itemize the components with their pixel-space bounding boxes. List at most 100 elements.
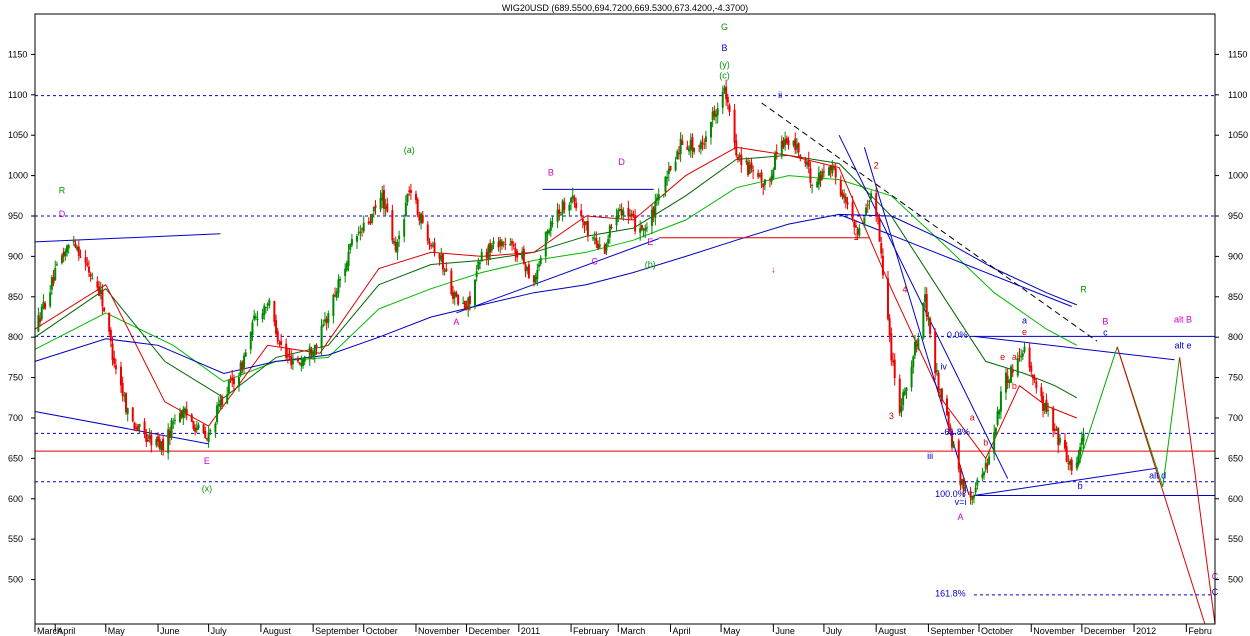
- price-bar-body: [1016, 357, 1019, 376]
- price-bar-body: [745, 160, 748, 163]
- price-bar-body: [468, 295, 471, 304]
- price-bar-body: [910, 366, 913, 388]
- price-bar-body: [430, 244, 433, 247]
- x-tick-label: November: [418, 626, 460, 636]
- price-bar-body: [357, 232, 360, 234]
- price-bar-body: [1047, 409, 1050, 411]
- price-bar-body: [736, 156, 739, 160]
- price-bar-body: [157, 436, 160, 442]
- price-bar-body: [145, 433, 148, 442]
- price-bar-body: [949, 426, 952, 429]
- price-bar-body: [334, 295, 337, 297]
- price-bar-body: [303, 356, 306, 362]
- price-bar-body: [617, 210, 620, 219]
- price-bar-body: [951, 430, 954, 448]
- price-bar-body: [263, 305, 266, 316]
- price-bar-body: [337, 279, 340, 294]
- price-bar-body: [563, 202, 566, 210]
- y-tick-label-right: 900: [1228, 251, 1243, 261]
- price-bar-body: [878, 218, 881, 242]
- y-tick-label-left: 1150: [8, 49, 27, 59]
- x-tick-label: July: [826, 626, 843, 636]
- price-bar-body: [382, 190, 385, 209]
- price-bar-body: [558, 209, 561, 214]
- price-bar-body: [669, 165, 672, 171]
- wave-label: c: [1103, 328, 1108, 338]
- price-bar-body: [204, 430, 207, 439]
- price-bar-body: [657, 194, 660, 201]
- horizontal-level-lines: [35, 95, 1215, 596]
- price-bar-body: [121, 382, 124, 397]
- price-bar-body: [291, 360, 294, 364]
- price-bar-body: [339, 278, 342, 281]
- wave-label: C: [591, 256, 598, 266]
- price-bar-body: [770, 175, 773, 182]
- y-tick-label-right: 650: [1228, 453, 1243, 463]
- price-bar-body: [922, 302, 925, 339]
- price-bar-body: [244, 352, 247, 357]
- price-bar-body: [1058, 438, 1061, 443]
- price-bar-body: [905, 387, 908, 392]
- x-tick-label: February: [573, 626, 610, 636]
- x-tick-label: June: [775, 626, 795, 636]
- price-bar-body: [84, 257, 87, 263]
- price-bar-body: [241, 361, 244, 370]
- price-bar-body: [834, 168, 837, 178]
- price-bar-body: [521, 251, 524, 259]
- wave-label: b: [983, 437, 988, 447]
- price-bar-body: [693, 148, 696, 153]
- price-bar-body: [76, 247, 79, 250]
- price-bar-body: [473, 279, 476, 306]
- chart-title: WIG20USD (689.5500,694.7200,669.5300,673…: [502, 3, 748, 13]
- x-tick-label: March: [620, 626, 645, 636]
- price-bar-body: [597, 243, 600, 249]
- price-bar-body: [119, 366, 122, 386]
- price-bar-body: [593, 238, 596, 240]
- wave-label: 0.0%: [947, 330, 968, 340]
- price-bar-body: [1055, 428, 1058, 431]
- price-bar-body: [583, 221, 586, 226]
- price-bar-body: [937, 372, 940, 391]
- wave-label: (a): [404, 145, 415, 155]
- price-bar-body: [1043, 402, 1046, 411]
- price-bar-body: [155, 439, 158, 446]
- price-bar-body: [465, 306, 468, 309]
- price-bar-body: [266, 303, 269, 306]
- price-bar-body: [40, 306, 43, 320]
- price-bar-body: [929, 318, 932, 334]
- price-bar-body: [595, 237, 598, 245]
- price-bar-body: [54, 268, 57, 281]
- x-tick-label: October: [981, 626, 1013, 636]
- price-bar-body: [37, 315, 40, 332]
- price-bar-body: [539, 257, 542, 264]
- price-bar-body: [209, 429, 212, 432]
- price-bar-body: [709, 121, 712, 138]
- price-bar-body: [492, 241, 495, 244]
- price-bar-body: [632, 213, 635, 217]
- price-bar-body: [686, 146, 689, 150]
- price-bar-body: [534, 276, 537, 283]
- y-tick-label-left: 1050: [8, 130, 28, 140]
- price-bar-body: [499, 239, 502, 246]
- price-bar-body: [512, 244, 515, 247]
- price-bar-body: [915, 344, 918, 346]
- wave-label: B: [548, 168, 554, 178]
- price-bar-body: [66, 245, 69, 253]
- price-bar-body: [603, 244, 606, 254]
- price-bar-body: [598, 244, 601, 248]
- price-bar-body: [733, 109, 736, 143]
- price-bar-body: [1006, 375, 1009, 383]
- price-bar-body: [173, 420, 176, 422]
- price-bar-body: [455, 293, 458, 297]
- price-bar-body: [986, 464, 989, 467]
- wave-label: (y): [719, 59, 730, 69]
- price-bar-body: [167, 429, 170, 454]
- price-bar-body: [1052, 407, 1055, 431]
- price-bar-body: [549, 221, 552, 231]
- price-bar-body: [787, 140, 790, 146]
- price-bar-body: [426, 224, 429, 241]
- price-bar-body: [811, 184, 814, 186]
- price-bar-body: [249, 332, 252, 350]
- price-bar-body: [1004, 372, 1007, 393]
- price-bar-body: [275, 320, 278, 334]
